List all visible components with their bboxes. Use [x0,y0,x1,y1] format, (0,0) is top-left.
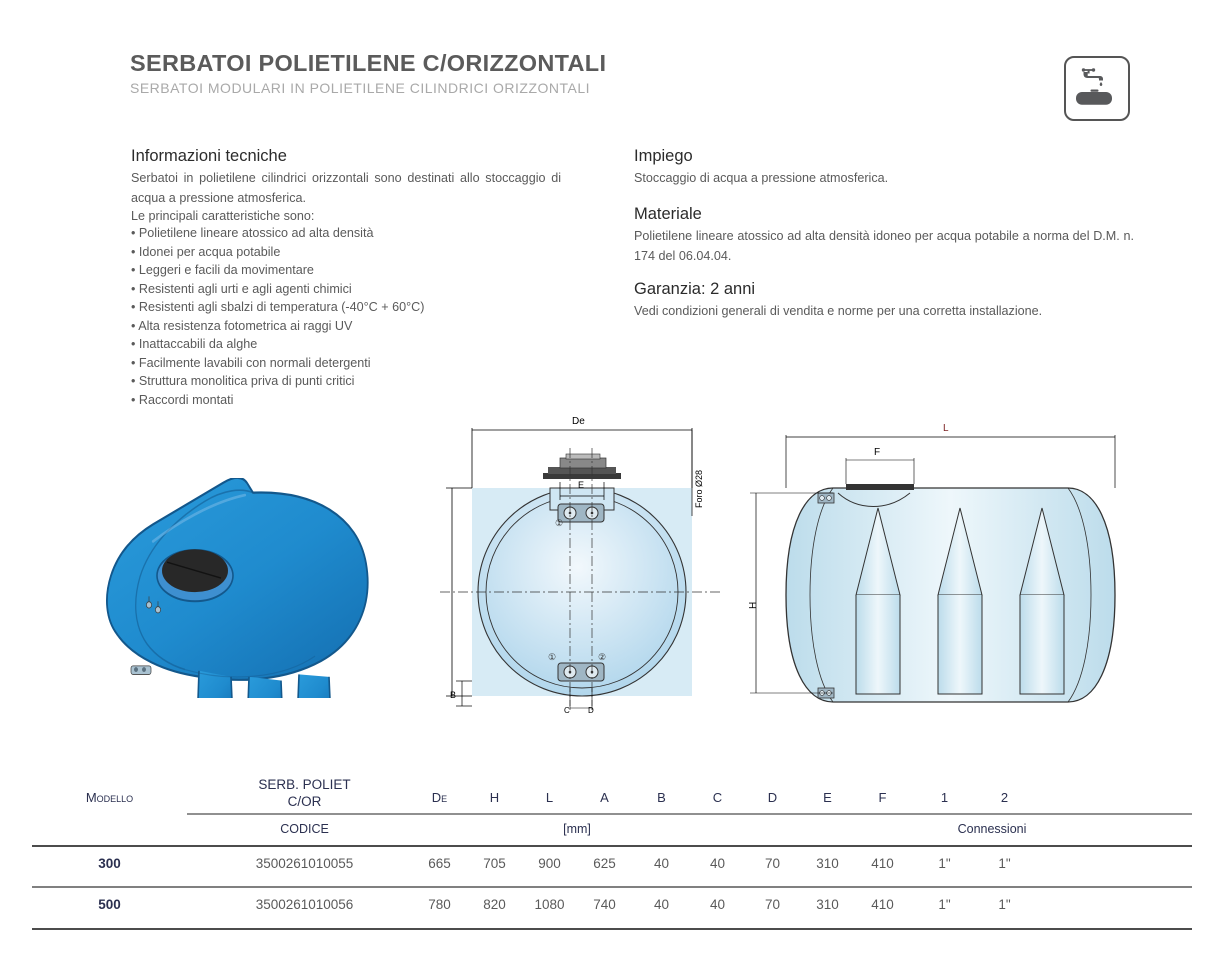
svg-text:C: C [564,706,570,713]
svg-text:①: ① [548,652,556,662]
svg-text:De: De [572,416,585,427]
svg-text:D: D [588,706,594,713]
svg-text:E: E [578,480,584,490]
svg-text:Foro Ø28: Foro Ø28 [694,470,704,508]
svg-text:L: L [943,423,949,434]
svg-text:F: F [874,447,880,458]
svg-text:B: B [450,690,456,700]
svg-text:②: ② [598,652,606,662]
svg-text:①: ① [555,518,563,528]
svg-text:H: H [748,602,759,609]
